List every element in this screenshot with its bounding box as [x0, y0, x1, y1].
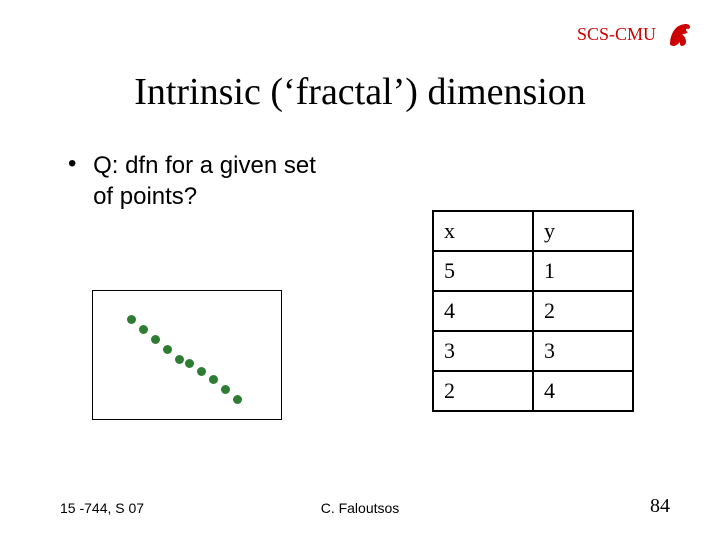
table-row: 51 [433, 251, 633, 291]
table-cell: 5 [433, 251, 533, 291]
footer-author: C. Faloutsos [0, 500, 720, 516]
scatter-point [185, 359, 194, 368]
bullet-item: • Q: dfn for a given set of points? [68, 150, 316, 212]
slide-header: SCS-CMU [577, 18, 696, 50]
table-row: 24 [433, 371, 633, 411]
griffin-icon [664, 18, 696, 50]
bullet-line2: of points? [93, 183, 197, 210]
table-header-cell: x [433, 211, 533, 251]
scatter-point [127, 315, 136, 324]
bullet-marker: • [68, 148, 76, 179]
scatter-point [209, 375, 218, 384]
table-cell: 2 [433, 371, 533, 411]
table-cell: 1 [533, 251, 633, 291]
org-label: SCS-CMU [577, 24, 656, 45]
table-row: 42 [433, 291, 633, 331]
bullet-text: Q: dfn for a given set of points? [93, 150, 316, 212]
table-cell: 2 [533, 291, 633, 331]
table-header-cell: y [533, 211, 633, 251]
table-cell: 3 [433, 331, 533, 371]
scatter-point [175, 355, 184, 364]
table-row: 33 [433, 331, 633, 371]
scatter-point [151, 335, 160, 344]
table-cell: 4 [533, 371, 633, 411]
footer-page-number: 84 [650, 495, 670, 518]
scatter-point [163, 345, 172, 354]
table-cell: 4 [433, 291, 533, 331]
data-table: xy51423324 [432, 210, 634, 412]
table-cell: 3 [533, 331, 633, 371]
scatter-point [197, 367, 206, 376]
bullet-line1: Q: dfn for a given set [93, 152, 316, 179]
scatter-point [221, 385, 230, 394]
scatter-point [139, 325, 148, 334]
scatter-plot [92, 290, 282, 420]
scatter-point [233, 395, 242, 404]
slide-title: Intrinsic (‘fractal’) dimension [0, 70, 720, 114]
table-row: xy [433, 211, 633, 251]
